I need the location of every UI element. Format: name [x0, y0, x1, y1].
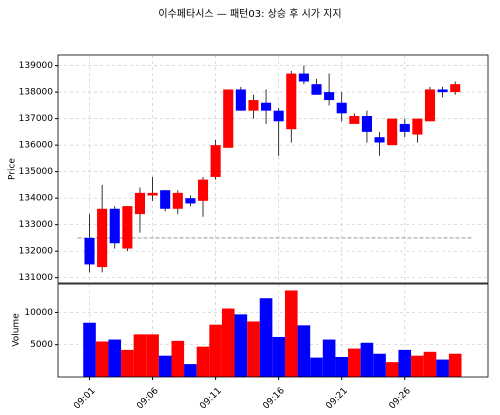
- candle-body: [336, 102, 347, 114]
- candle-body: [437, 89, 448, 93]
- volume-bar: [221, 308, 235, 377]
- candle-body: [248, 100, 259, 111]
- candle-body: [210, 145, 221, 177]
- volume-bar: [259, 298, 273, 377]
- candle-body: [286, 73, 297, 130]
- plot-frame: [57, 54, 489, 284]
- volume-bar: [411, 355, 424, 377]
- candle-body: [273, 110, 284, 122]
- y-axis-label: Price: [8, 158, 18, 180]
- volume-bar: [310, 357, 323, 377]
- chart-title: 이수페타시스 — 패턴03: 상승 후 시가 지지: [158, 8, 341, 20]
- volume-tick-label: 10000: [24, 308, 53, 318]
- candle-body: [261, 102, 272, 111]
- candle-body: [160, 190, 171, 209]
- volume-bar: [322, 339, 336, 377]
- candle-body: [197, 179, 209, 201]
- candle-body: [349, 115, 360, 124]
- volume-bar: [158, 355, 172, 377]
- volume-bar: [133, 334, 147, 377]
- candle-body: [399, 123, 410, 132]
- volume-bar: [373, 353, 386, 377]
- volume-bar: [108, 339, 122, 377]
- candle-body: [185, 198, 196, 204]
- candle-body: [122, 206, 133, 249]
- volume-bar: [146, 334, 159, 377]
- candle-body: [424, 89, 436, 122]
- volume-tick-label: 5000: [30, 340, 53, 350]
- y-tick-label: 135000: [19, 167, 54, 177]
- volume-bar: [234, 314, 248, 377]
- y-tick-label: 137000: [19, 114, 54, 124]
- y-tick-label: 138000: [19, 88, 54, 98]
- candle-body: [324, 92, 335, 101]
- volume-bar: [448, 353, 462, 377]
- volume-bar: [83, 322, 96, 377]
- y-tick-label: 132000: [19, 247, 54, 257]
- candle-body: [361, 115, 372, 132]
- y-tick-label: 136000: [19, 141, 54, 151]
- volume-frame: [57, 283, 489, 378]
- volume-bar: [335, 356, 349, 377]
- volume-bar: [272, 336, 285, 377]
- volume-bar: [284, 290, 298, 377]
- candle-body: [147, 192, 158, 196]
- volume-bar: [171, 340, 185, 377]
- candle-body: [311, 84, 322, 95]
- volume-bar: [297, 325, 311, 377]
- y-tick-label: 131000: [19, 273, 54, 283]
- candle-body: [412, 118, 423, 135]
- volume-bar: [121, 349, 134, 377]
- volume-bar: [385, 362, 399, 377]
- candle-body: [298, 73, 309, 82]
- y-tick-label: 134000: [19, 194, 54, 204]
- volume-bar: [95, 341, 109, 377]
- candle-body: [450, 84, 461, 93]
- volume-bar: [398, 349, 412, 377]
- candle-body: [387, 118, 398, 146]
- volume-bar: [360, 342, 374, 377]
- y-tick-label: 133000: [19, 220, 54, 230]
- candle-body: [97, 208, 108, 268]
- volume-bar: [209, 324, 222, 377]
- candle-body: [235, 89, 246, 111]
- candle-body: [84, 237, 95, 265]
- candle-body: [223, 89, 234, 148]
- candle-body: [172, 192, 183, 209]
- candle-body: [109, 208, 120, 244]
- volume-bar: [247, 321, 260, 377]
- volume-bar: [348, 348, 361, 377]
- y-tick-label: 139000: [19, 61, 54, 71]
- volume-bar: [436, 359, 449, 377]
- candle-body: [134, 192, 146, 215]
- candle-body: [374, 137, 385, 143]
- volume-bar: [423, 351, 437, 377]
- volume-axis-label: Volume: [12, 313, 22, 347]
- volume-bar: [184, 364, 197, 377]
- volume-bar: [196, 346, 210, 377]
